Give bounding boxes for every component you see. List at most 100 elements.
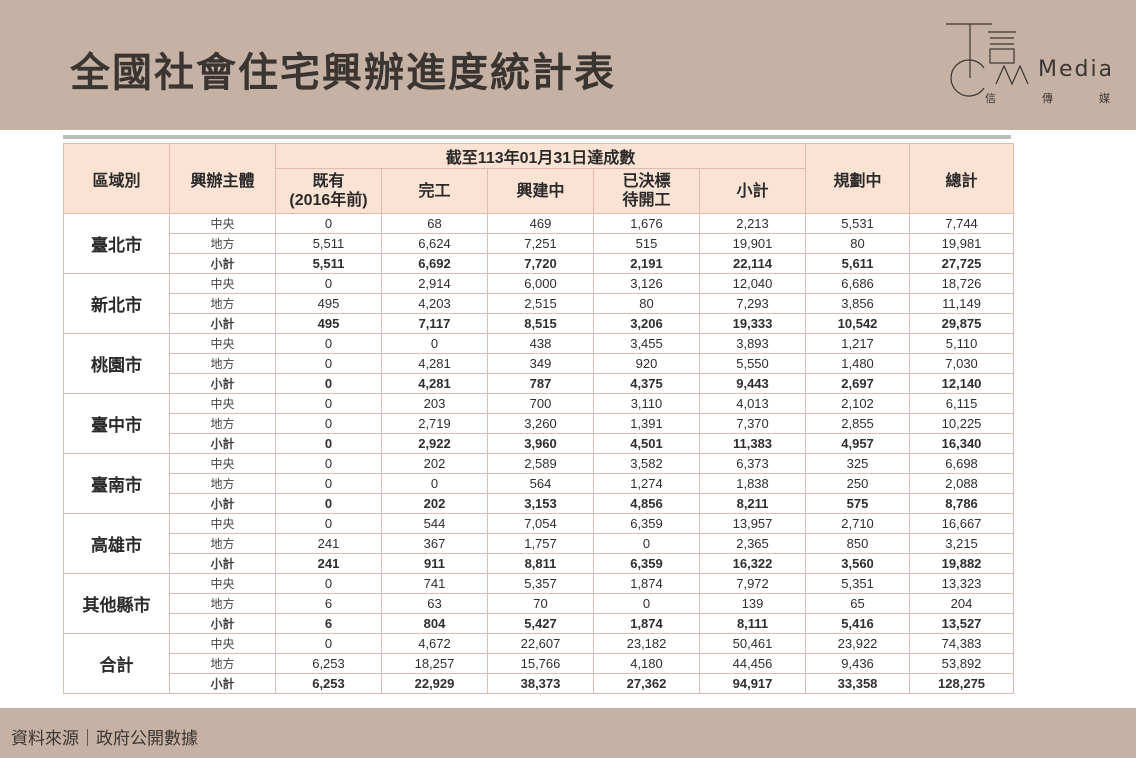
table-row: 小計 5,511 6,692 7,720 2,191 22,114 5,611 27,725 xyxy=(64,253,1015,274)
planning-cell: 65 xyxy=(805,593,911,614)
subtotal-cell: 139 xyxy=(698,593,807,614)
header-pending: 已決標 待開工 xyxy=(593,168,700,214)
building-cell: 15,766 xyxy=(487,653,594,674)
pending-cell: 920 xyxy=(593,353,700,374)
region-cell: 其他縣市 xyxy=(63,573,170,634)
entity-cell: 地方 xyxy=(169,593,276,614)
total-cell: 16,340 xyxy=(909,433,1015,454)
building-cell: 3,960 xyxy=(487,433,594,454)
total-cell: 2,088 xyxy=(909,473,1015,494)
building-cell: 22,607 xyxy=(487,633,594,654)
pending-cell: 515 xyxy=(593,233,700,254)
planning-cell: 5,611 xyxy=(805,253,911,274)
planning-cell: 2,102 xyxy=(805,393,911,414)
existing-cell: 5,511 xyxy=(275,233,382,254)
pending-cell: 3,126 xyxy=(593,273,700,294)
logo-sub-char: 信 xyxy=(985,92,996,105)
pending-cell: 1,676 xyxy=(593,213,700,234)
completed-cell: 202 xyxy=(381,453,488,474)
existing-cell: 0 xyxy=(275,573,382,594)
header-existing: 既有 (2016年前) xyxy=(275,168,382,214)
total-cell: 128,275 xyxy=(909,673,1015,694)
subtotal-cell: 7,370 xyxy=(698,413,807,434)
subtotal-cell: 12,040 xyxy=(698,273,807,294)
planning-cell: 23,922 xyxy=(805,633,911,654)
completed-cell: 544 xyxy=(381,513,488,534)
pending-cell: 27,362 xyxy=(593,673,700,694)
completed-cell: 741 xyxy=(381,573,488,594)
pending-cell: 1,391 xyxy=(593,413,700,434)
header-band xyxy=(0,0,1136,130)
entity-cell: 地方 xyxy=(169,353,276,374)
subtotal-cell: 5,550 xyxy=(698,353,807,374)
entity-cell: 小計 xyxy=(169,613,276,634)
completed-cell: 63 xyxy=(381,593,488,614)
entity-cell: 小計 xyxy=(169,433,276,454)
total-cell: 19,882 xyxy=(909,553,1015,574)
planning-cell: 5,351 xyxy=(805,573,911,594)
entity-cell: 地方 xyxy=(169,233,276,254)
header-subtotal: 小計 xyxy=(698,168,807,214)
table-row: 合計 中央 0 4,672 22,607 23,182 50,461 23,922 74,383 xyxy=(63,633,1015,694)
total-cell: 19,981 xyxy=(909,233,1015,254)
existing-cell: 0 xyxy=(275,473,382,494)
planning-cell: 5,531 xyxy=(805,213,911,234)
total-cell: 74,383 xyxy=(909,633,1015,654)
planning-cell: 2,697 xyxy=(805,373,911,394)
pending-cell: 4,501 xyxy=(593,433,700,454)
subtotal-cell: 16,322 xyxy=(698,553,807,574)
pending-cell: 23,182 xyxy=(593,633,700,654)
total-cell: 18,726 xyxy=(909,273,1015,294)
logo-sub-char: 傳 xyxy=(1042,92,1053,105)
header-building: 興建中 xyxy=(487,168,594,214)
planning-cell: 1,480 xyxy=(805,353,911,374)
planning-cell: 80 xyxy=(805,233,911,254)
entity-cell: 小計 xyxy=(169,673,276,694)
existing-cell: 0 xyxy=(275,213,382,234)
entity-cell: 地方 xyxy=(169,653,276,674)
completed-cell: 2,719 xyxy=(381,413,488,434)
building-cell: 7,054 xyxy=(487,513,594,534)
completed-cell: 22,929 xyxy=(381,673,488,694)
total-cell: 7,744 xyxy=(909,213,1015,234)
completed-cell: 0 xyxy=(381,473,488,494)
existing-cell: 0 xyxy=(275,353,382,374)
table-row: 小計 0 4,281 787 4,375 9,443 2,697 12,140 xyxy=(64,373,1015,394)
table-top-rule xyxy=(63,135,1011,139)
table-row: 地方 0 0 564 1,274 1,838 250 2,088 xyxy=(64,473,1015,494)
entity-cell: 小計 xyxy=(169,373,276,394)
pending-cell: 4,375 xyxy=(593,373,700,394)
completed-cell: 804 xyxy=(381,613,488,634)
subtotal-cell: 50,461 xyxy=(698,633,807,654)
completed-cell: 4,281 xyxy=(381,353,488,374)
total-cell: 7,030 xyxy=(909,353,1015,374)
completed-cell: 202 xyxy=(381,493,488,514)
building-cell: 7,251 xyxy=(487,233,594,254)
total-cell: 6,115 xyxy=(909,393,1015,414)
header-entity: 興辦主體 xyxy=(169,143,276,214)
building-cell: 564 xyxy=(487,473,594,494)
total-cell: 3,215 xyxy=(909,533,1015,554)
planning-cell: 2,710 xyxy=(805,513,911,534)
planning-cell: 325 xyxy=(805,453,911,474)
table-row: 地方 0 4,281 349 920 5,550 1,480 7,030 xyxy=(64,353,1015,374)
planning-cell: 3,856 xyxy=(805,293,911,314)
subtotal-cell: 13,957 xyxy=(698,513,807,534)
building-cell: 5,427 xyxy=(487,613,594,634)
completed-cell: 203 xyxy=(381,393,488,414)
subtotal-cell: 1,838 xyxy=(698,473,807,494)
completed-cell: 6,624 xyxy=(381,233,488,254)
building-cell: 438 xyxy=(487,333,594,354)
pending-cell: 6,359 xyxy=(593,553,700,574)
subtotal-cell: 8,211 xyxy=(698,493,807,514)
subtotal-cell: 19,333 xyxy=(698,313,807,334)
pending-cell: 6,359 xyxy=(593,513,700,534)
table-row: 地方 6 63 70 0 139 65 204 xyxy=(64,593,1015,614)
entity-cell: 中央 xyxy=(169,573,276,594)
header-planning: 規劃中 xyxy=(805,143,911,214)
building-cell: 7,720 xyxy=(487,253,594,274)
total-cell: 53,892 xyxy=(909,653,1015,674)
subtotal-cell: 44,456 xyxy=(698,653,807,674)
region-cell: 新北市 xyxy=(63,273,170,334)
logo-sub-char: 媒 xyxy=(1099,92,1110,105)
